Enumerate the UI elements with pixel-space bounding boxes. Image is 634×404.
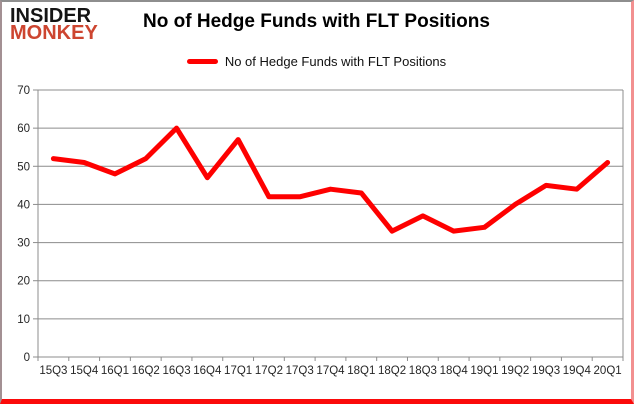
y-tick-label: 60 <box>17 123 30 135</box>
x-tick-label: 19Q3 <box>532 365 560 377</box>
x-tick-label: 17Q1 <box>224 365 252 377</box>
insider-monkey-logo: INSIDER MONKEY <box>10 5 98 44</box>
x-tick-label: 16Q1 <box>101 365 129 377</box>
x-tick-label: 19Q1 <box>470 365 498 377</box>
x-tick-label: 20Q1 <box>594 365 622 377</box>
series-line <box>50 125 611 234</box>
x-tick-label: 17Q3 <box>286 365 314 377</box>
logo-text-monkey: MONKEY <box>10 22 98 44</box>
x-tick-label: 16Q2 <box>132 365 160 377</box>
y-tick-label: 50 <box>17 161 30 173</box>
y-tick-label: 10 <box>17 314 30 326</box>
x-tick-label: 16Q4 <box>193 365 222 377</box>
y-tick-label: 0 <box>24 352 30 364</box>
y-tick-label: 70 <box>17 85 30 97</box>
x-tick-label: 19Q4 <box>563 365 592 377</box>
legend-line-marker <box>186 59 218 64</box>
chart-title: No of Hedge Funds with FLT Positions <box>143 11 490 32</box>
x-tick-label: 18Q1 <box>347 365 375 377</box>
x-tick-label: 18Q3 <box>409 365 437 377</box>
x-tick-label: 15Q4 <box>70 365 99 377</box>
x-tick-label: 16Q3 <box>162 365 190 377</box>
y-tick-label: 20 <box>17 276 30 288</box>
x-tick-label: 19Q2 <box>501 365 529 377</box>
legend-label: No of Hedge Funds with FLT Positions <box>224 54 447 69</box>
x-tick-label: 17Q4 <box>316 365 345 377</box>
logo-text-insider: INSIDER <box>10 5 92 27</box>
x-tick-label: 15Q3 <box>39 365 67 377</box>
x-tick-label: 17Q2 <box>255 365 283 377</box>
y-tick-label: 40 <box>17 199 30 211</box>
legend: No of Hedge Funds with FLT Positions <box>2 54 631 69</box>
x-tick-label: 18Q4 <box>440 365 469 377</box>
x-tick-label: 18Q2 <box>378 365 406 377</box>
y-tick-label: 30 <box>17 238 30 250</box>
